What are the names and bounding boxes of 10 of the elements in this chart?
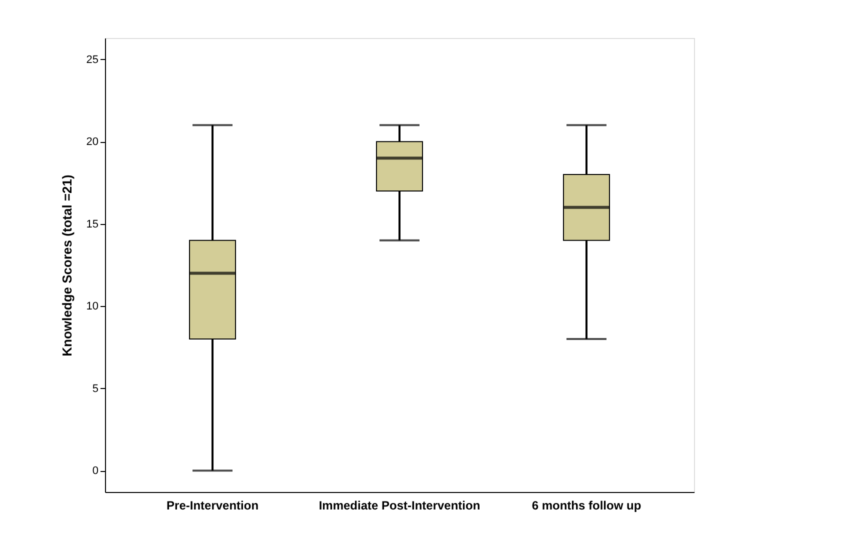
y-tick-label: 5 — [92, 382, 98, 395]
x-tick-label: Immediate Post-Intervention — [318, 498, 480, 512]
y-tick-label: 15 — [86, 218, 98, 230]
y-tick-label: 10 — [86, 300, 98, 313]
y-tick-label: 25 — [86, 54, 98, 66]
y-tick-label: 20 — [86, 136, 98, 148]
y-tick-label: 0 — [92, 465, 98, 478]
y-axis-title: Knowledge Scores (total =21) — [59, 174, 74, 356]
x-tick-label: Pre-Intervention — [166, 498, 259, 512]
x-tick-label: 6 months follow up — [532, 498, 642, 512]
